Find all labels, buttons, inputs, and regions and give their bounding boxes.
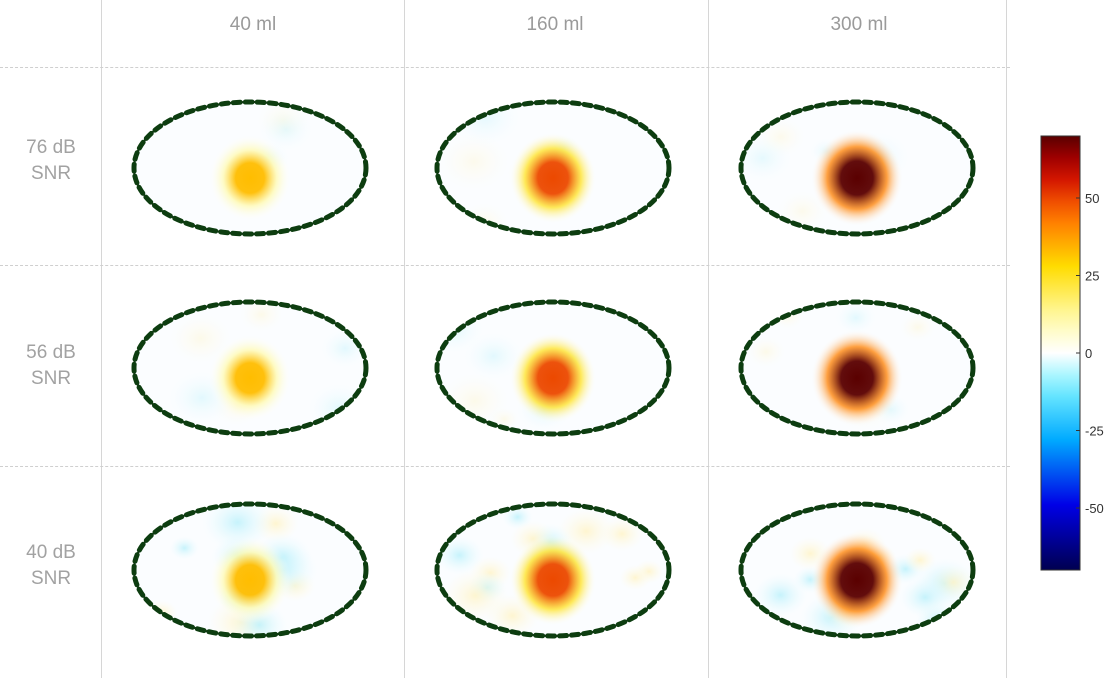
electrode-ring xyxy=(131,299,369,437)
colorbar-tick-label: -25 xyxy=(1085,424,1104,439)
reconstruction-0-1 xyxy=(434,99,672,237)
row-header-40db-value: 40 dB xyxy=(26,542,76,563)
inclusion-blob xyxy=(208,536,292,624)
colorbar-tick-label: 50 xyxy=(1085,191,1099,206)
column-divider-4 xyxy=(1006,0,1007,678)
inclusion-blob xyxy=(811,531,903,629)
colorbar-gradient xyxy=(1040,135,1081,571)
reconstruction-0-0 xyxy=(131,99,369,237)
inclusion-blob xyxy=(509,534,597,626)
reconstruction-0-2 xyxy=(738,99,976,237)
reconstruction-2-1 xyxy=(434,501,672,639)
electrode-ring xyxy=(434,299,672,437)
electrode-ring xyxy=(738,299,976,437)
electrode-ring xyxy=(738,99,976,237)
row-header-56db-unit: SNR xyxy=(30,368,72,389)
electrode-ring xyxy=(434,99,672,237)
colorbar-tick-label: -50 xyxy=(1085,501,1104,516)
inclusion-blob xyxy=(208,334,292,422)
reconstruction-1-0 xyxy=(131,299,369,437)
column-divider-1 xyxy=(101,0,102,678)
reconstruction-2-2 xyxy=(738,501,976,639)
inclusion-blob xyxy=(509,332,597,424)
row-divider-2 xyxy=(0,265,1010,266)
row-header-76db: 76 dB SNR xyxy=(8,135,94,187)
reconstruction-2-0 xyxy=(131,501,369,639)
electrode-ring xyxy=(738,501,976,639)
electrode-ring xyxy=(434,501,672,639)
column-header-40ml: 40 ml xyxy=(229,14,277,35)
colorbar: 50 25 0 -25 -50 xyxy=(1040,135,1104,571)
colorbar-tick-label: 25 xyxy=(1085,269,1099,284)
column-divider-3 xyxy=(708,0,709,678)
row-header-56db-value: 56 dB xyxy=(26,342,76,363)
row-divider-3 xyxy=(0,466,1010,467)
reconstruction-grid xyxy=(131,99,976,639)
row-divider-1 xyxy=(0,67,1010,68)
row-header-56db: 56 dB SNR xyxy=(8,340,94,392)
column-divider-2 xyxy=(404,0,405,678)
inclusion-blob xyxy=(509,132,597,224)
electrode-ring xyxy=(131,99,369,237)
row-header-76db-value: 76 dB xyxy=(26,137,76,158)
colorbar-tick-label: 0 xyxy=(1085,346,1092,361)
column-header-300ml: 300 ml xyxy=(830,14,888,35)
column-header-160ml: 160 ml xyxy=(526,14,584,35)
reconstruction-1-1 xyxy=(434,299,672,437)
reconstruction-1-2 xyxy=(738,299,976,437)
electrode-ring xyxy=(131,501,369,639)
inclusion-blob xyxy=(811,129,903,227)
row-header-40db: 40 dB SNR xyxy=(8,540,94,592)
inclusion-blob xyxy=(208,134,292,222)
row-header-76db-unit: SNR xyxy=(30,163,72,184)
inclusion-blob xyxy=(811,329,903,427)
row-header-40db-unit: SNR xyxy=(30,568,72,589)
